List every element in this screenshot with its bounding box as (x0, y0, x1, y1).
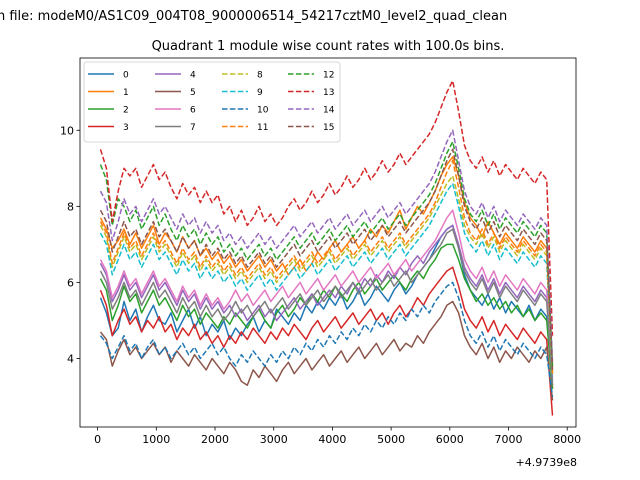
series-line-7 (99, 228, 554, 386)
legend-label-5: 5 (190, 88, 196, 98)
series-line-8 (99, 175, 554, 374)
legend-label-4: 4 (190, 71, 196, 81)
legend-label-3: 3 (123, 123, 129, 133)
plot-area: 0 1000 2000 3000 4000 5000 6000 7000 8000 4 6 8 10 0 1… (60, 57, 581, 446)
x-tick-label: 8000 (553, 433, 581, 446)
legend-label-6: 6 (190, 106, 196, 116)
series-line-0 (99, 224, 554, 386)
x-tick-label: 3000 (260, 433, 288, 446)
series-line-12 (99, 140, 554, 367)
x-offset-label: +4.9739e8 (516, 456, 577, 469)
series-line-15 (99, 148, 554, 370)
series-line-13 (99, 80, 554, 336)
legend-label-8: 8 (257, 71, 263, 81)
series-line-14 (99, 129, 554, 363)
legend-label-14: 14 (323, 106, 335, 116)
x-tick-label: 5000 (377, 433, 405, 446)
legend-label-7: 7 (190, 123, 196, 133)
x-tick-label: 1000 (142, 433, 170, 446)
series-line-10 (99, 281, 554, 397)
series-line-6 (99, 209, 554, 378)
legend-label-2: 2 (123, 106, 129, 116)
legend-label-12: 12 (323, 71, 334, 81)
axes-frame (79, 57, 577, 428)
series-line-3 (99, 266, 554, 416)
legend-label-11: 11 (257, 123, 268, 133)
legend-label-1: 1 (123, 88, 129, 98)
y-tick-label: 10 (60, 124, 74, 137)
series-line-9 (99, 182, 554, 378)
x-tick-label: 7000 (494, 433, 522, 446)
y-tick-label: 4 (67, 353, 74, 366)
legend-label-10: 10 (257, 106, 269, 116)
series-line-5 (99, 300, 554, 401)
legend-label-15: 15 (323, 123, 334, 133)
figure-suptitle: n file: modeM0/AS1C09_004T08_9000006514_… (0, 9, 507, 24)
chart-title: Quadrant 1 module wise count rates with … (152, 39, 505, 54)
series-group (99, 80, 554, 416)
legend-label-0: 0 (123, 71, 129, 81)
x-tick-label: 0 (94, 433, 101, 446)
series-line-11 (99, 159, 554, 374)
x-tick-label: 2000 (201, 433, 229, 446)
x-tick-label: 4000 (318, 433, 346, 446)
y-tick-label: 8 (67, 200, 74, 213)
y-tick-label: 6 (67, 276, 74, 289)
series-line-4 (99, 224, 554, 382)
legend-label-13: 13 (323, 88, 334, 98)
legend-box (83, 61, 341, 143)
x-tick-label: 6000 (436, 433, 464, 446)
legend-label-9: 9 (257, 88, 263, 98)
